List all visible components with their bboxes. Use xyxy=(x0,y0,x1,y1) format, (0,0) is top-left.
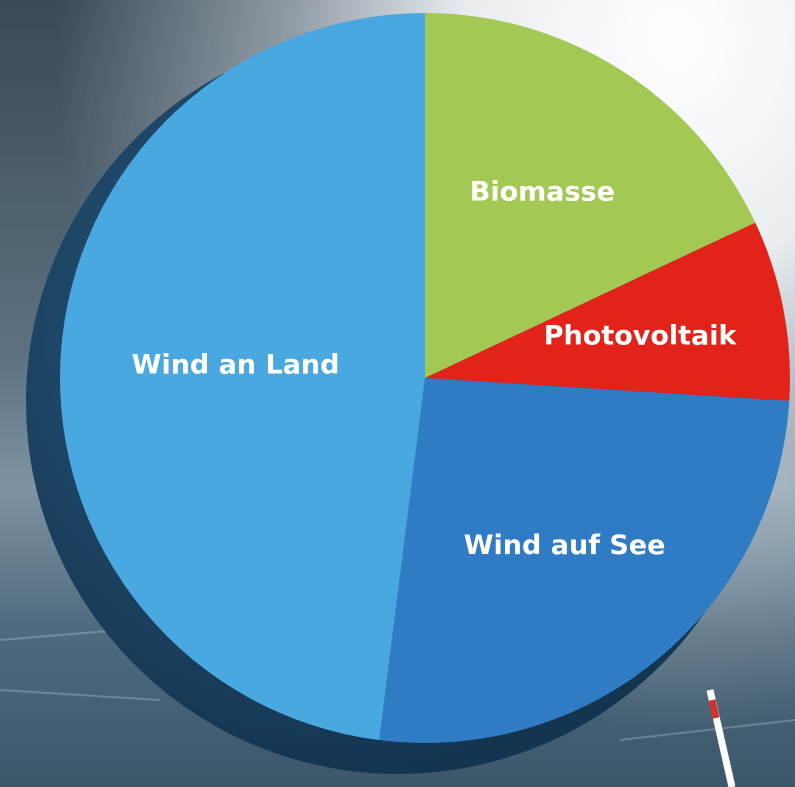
slice-label: Photovoltaik xyxy=(544,320,738,351)
chart: Biomasse Photovoltaik Wind auf See Wind an … xyxy=(0,0,795,787)
slice-label: Biomasse xyxy=(470,177,615,208)
slice-label: Wind auf See xyxy=(464,530,666,561)
page: Biomasse Photovoltaik Wind auf See Wind an … xyxy=(0,0,795,787)
slice-label: Wind an Land xyxy=(132,350,340,381)
turbine xyxy=(710,690,732,787)
